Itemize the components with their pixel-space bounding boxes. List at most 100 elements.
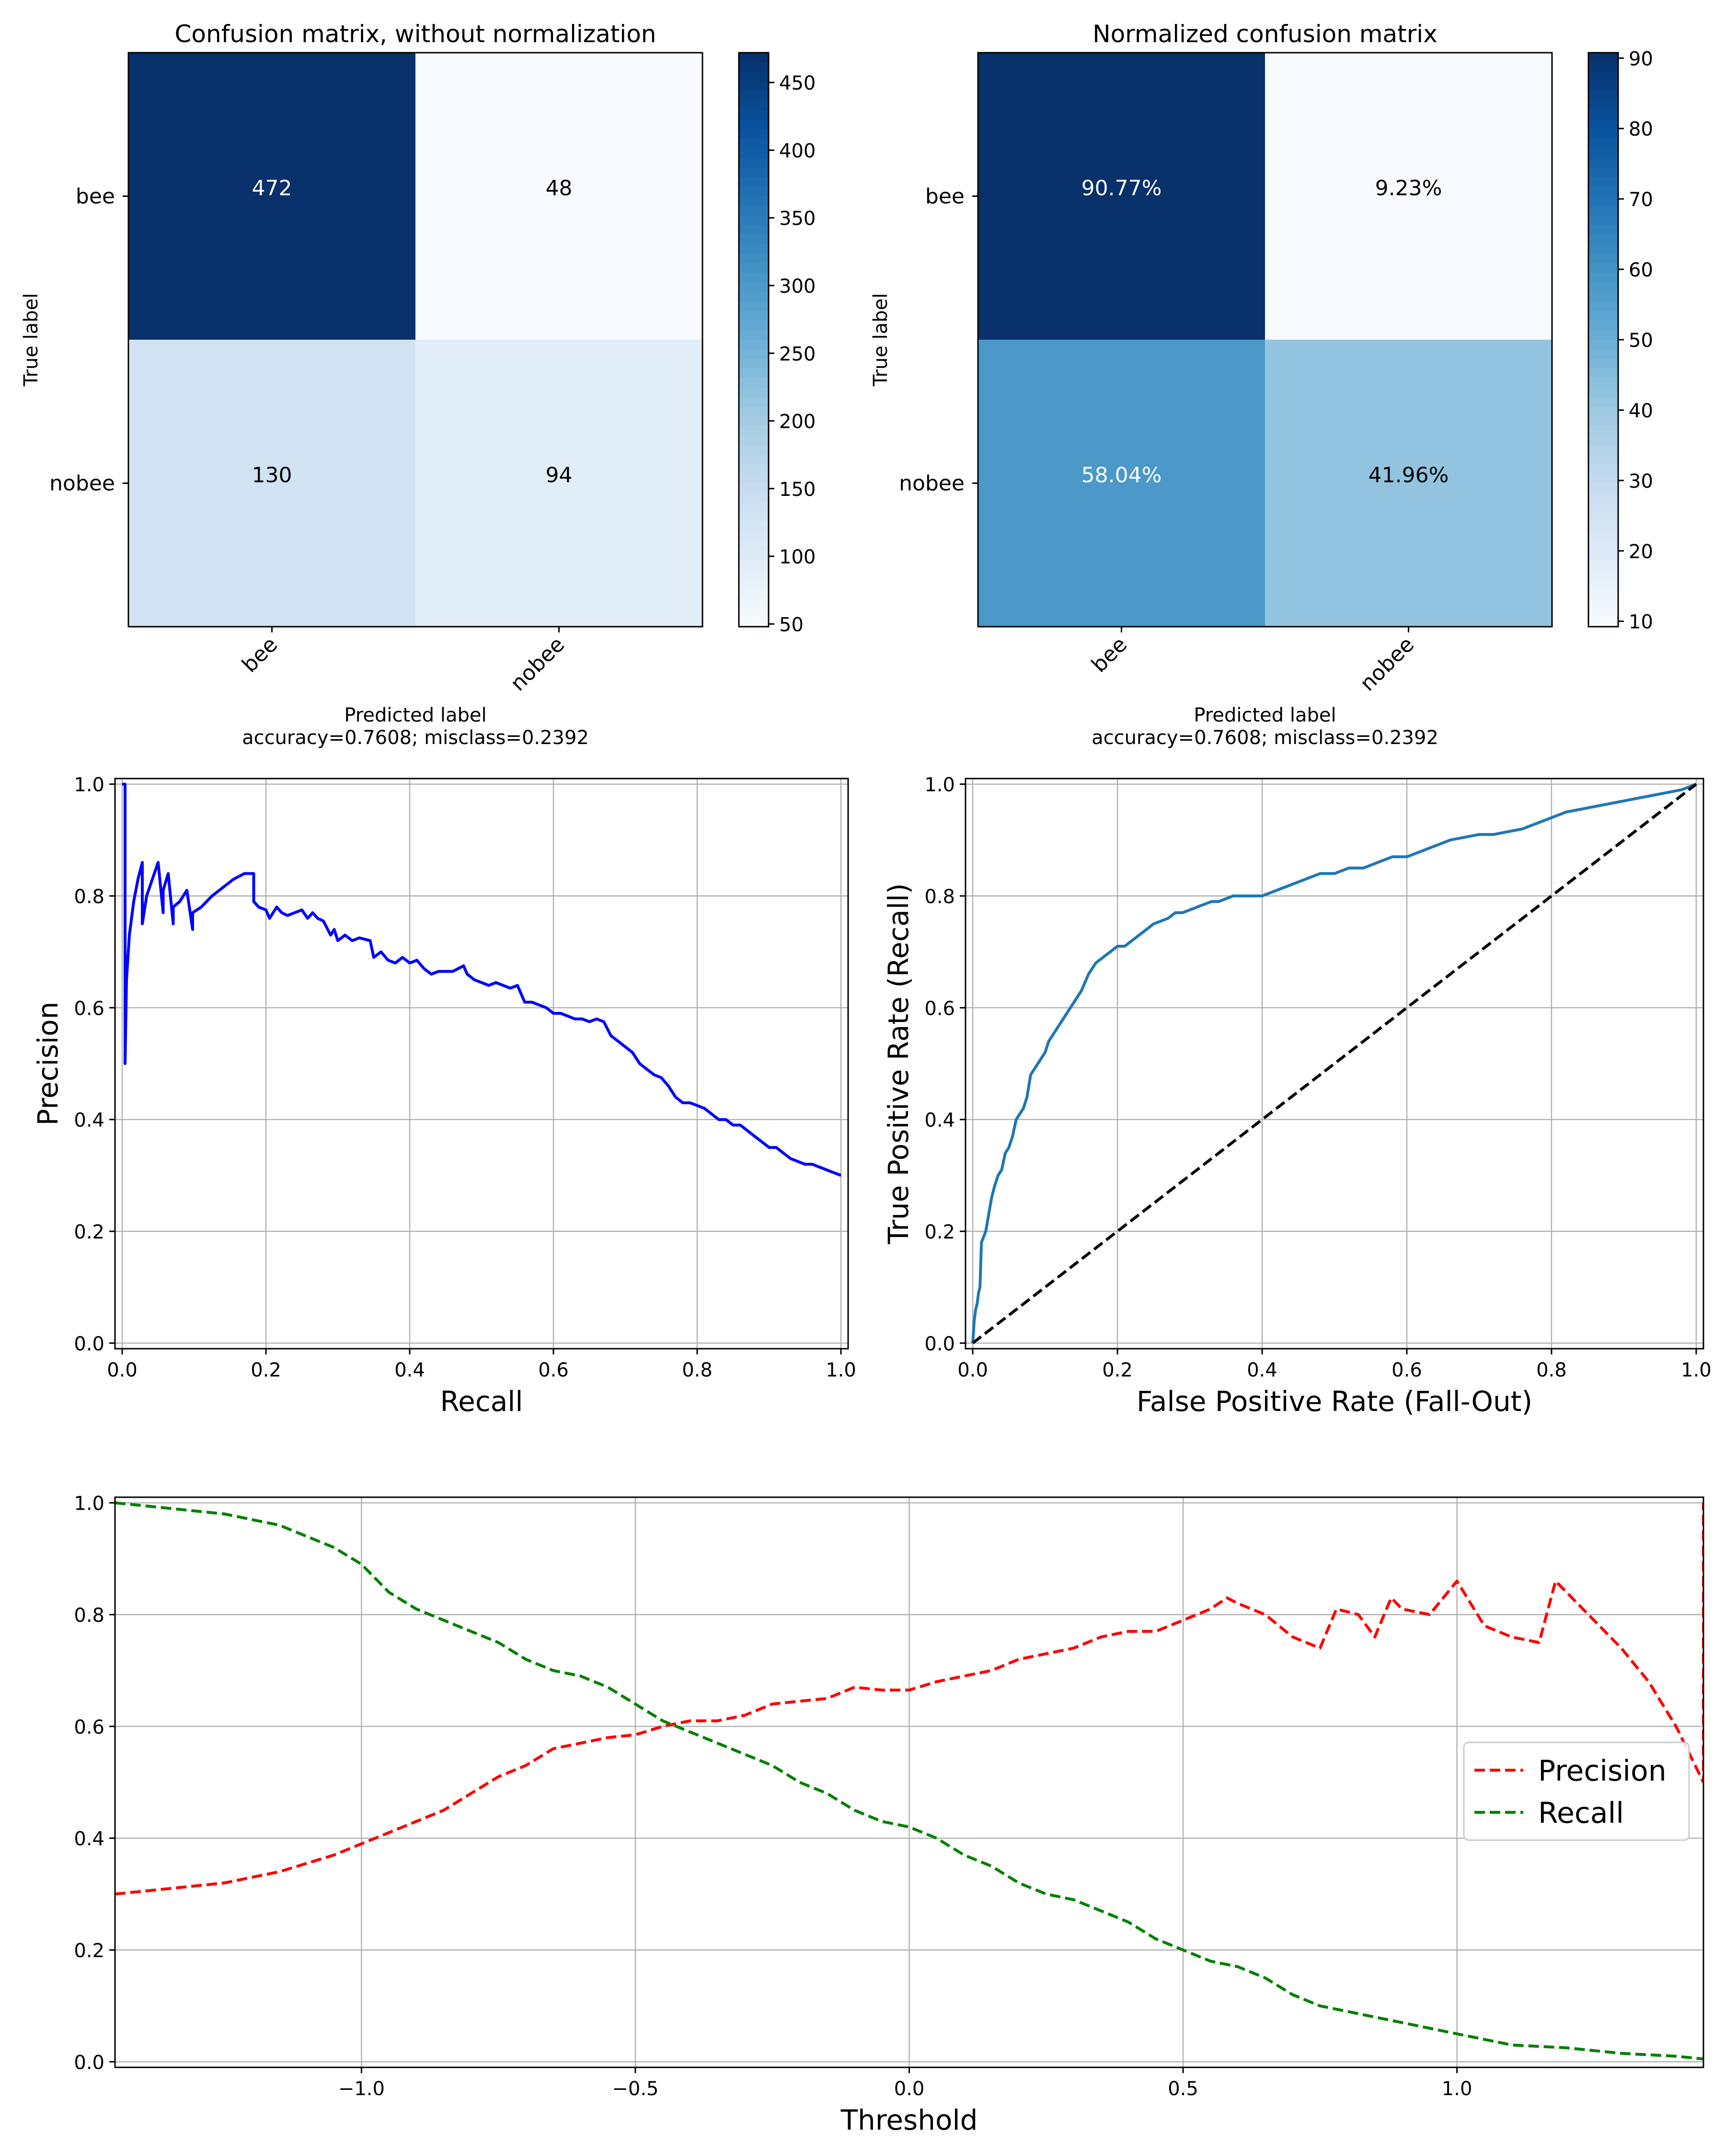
x-tick-label: 0.0 xyxy=(894,2078,925,2100)
colorbar-segment xyxy=(1588,120,1618,130)
colorbar-segment xyxy=(739,349,769,359)
colorbar-segment xyxy=(739,598,769,608)
colorbar-tick-label: 60 xyxy=(1629,259,1653,281)
colorbar-segment xyxy=(739,388,769,398)
matrix-row-label: bee xyxy=(925,184,965,209)
matrix-row-label: nobee xyxy=(49,471,115,496)
matrix-cell-label: 58.04% xyxy=(1081,463,1162,488)
colorbar-segment xyxy=(739,493,769,503)
colorbar-tick-label: 70 xyxy=(1629,189,1653,211)
y-tick-label: 1.0 xyxy=(924,774,955,796)
x-tick-label: 0.4 xyxy=(394,1359,425,1381)
colorbar-tick-label: 20 xyxy=(1629,541,1653,563)
colorbar-segment xyxy=(1588,81,1618,92)
y-tick-label: 0.8 xyxy=(74,886,104,908)
colorbar-tick-label: 200 xyxy=(779,411,816,433)
colorbar-segment xyxy=(1588,550,1618,560)
colorbar-segment xyxy=(1588,234,1618,244)
colorbar-segment xyxy=(1588,263,1618,273)
colorbar-segment xyxy=(739,608,769,618)
series-line-1 xyxy=(973,784,1696,1343)
colorbar-tick-label: 90 xyxy=(1629,48,1653,70)
colorbar-segment xyxy=(739,53,769,63)
plot-3-ylabel: True Positive Rate (Recall) xyxy=(882,883,915,1244)
colorbar-segment xyxy=(1588,569,1618,579)
matrix-cell-label: 94 xyxy=(546,463,573,488)
colorbar-segment xyxy=(1588,455,1618,465)
y-tick-label: 0.0 xyxy=(924,1333,955,1355)
colorbar-segment xyxy=(739,158,769,168)
matrix-cell-label: 472 xyxy=(252,176,292,201)
colorbar-segment xyxy=(1588,139,1618,149)
colorbar-segment xyxy=(1588,378,1618,388)
colorbar-segment xyxy=(739,540,769,550)
colorbar-segment xyxy=(1588,349,1618,359)
plot-3-xlabel: False Positive Rate (Fall-Out) xyxy=(1137,1385,1532,1418)
matrix-row-label: nobee xyxy=(899,471,965,496)
colorbar-segment xyxy=(739,445,769,455)
legend-label-precision: Precision xyxy=(1538,1755,1667,1788)
colorbar-segment xyxy=(739,359,769,369)
x-tick-label: 1.0 xyxy=(1442,2078,1472,2100)
colorbar-segment xyxy=(739,253,769,264)
colorbar-segment xyxy=(1588,253,1618,264)
colorbar-segment xyxy=(1588,110,1618,120)
y-tick-label: 0.2 xyxy=(924,1221,955,1243)
colorbar-segment xyxy=(1588,177,1618,187)
colorbar-segment xyxy=(1588,129,1618,139)
colorbar-segment xyxy=(1588,215,1618,225)
colorbar-segment xyxy=(1588,436,1618,446)
colorbar-segment xyxy=(1588,588,1618,598)
y-tick-label: 0.6 xyxy=(74,998,104,1020)
colorbar-tick-label: 350 xyxy=(779,208,816,230)
colorbar-segment xyxy=(739,215,769,225)
colorbar-segment xyxy=(1588,464,1618,474)
matrix-0-xlabel-2: accuracy=0.7608; misclass=0.2392 xyxy=(242,727,589,749)
colorbar-segment xyxy=(739,177,769,187)
colorbar-tick-label: 40 xyxy=(1629,400,1653,422)
colorbar-segment xyxy=(1588,196,1618,206)
colorbar-segment xyxy=(1588,521,1618,531)
x-tick-label: 0.4 xyxy=(1247,1359,1277,1381)
y-tick-label: 0.8 xyxy=(74,1605,104,1627)
matrix-1-xlabel: Predicted label xyxy=(1194,704,1336,726)
y-tick-label: 0.4 xyxy=(74,1110,104,1132)
colorbar-segment xyxy=(1588,483,1618,493)
matrix-col-label: nobee xyxy=(1355,632,1419,696)
colorbar-segment xyxy=(1588,416,1618,426)
colorbar-segment xyxy=(739,426,769,436)
colorbar-segment xyxy=(739,311,769,321)
colorbar-segment xyxy=(1588,531,1618,541)
colorbar-segment xyxy=(1588,244,1618,254)
colorbar-segment xyxy=(739,168,769,178)
colorbar-segment xyxy=(739,560,769,570)
matrix-row-label: bee xyxy=(76,184,115,209)
colorbar-segment xyxy=(739,81,769,92)
x-tick-label: 0.0 xyxy=(107,1359,138,1381)
colorbar-segment xyxy=(739,521,769,531)
colorbar-segment xyxy=(1588,397,1618,407)
x-tick-label: 1.0 xyxy=(826,1359,856,1381)
colorbar-segment xyxy=(739,407,769,417)
colorbar-segment xyxy=(739,196,769,206)
matrix-cell-label: 90.77% xyxy=(1081,176,1162,201)
colorbar-segment xyxy=(1588,579,1618,589)
axes-frame xyxy=(115,779,848,1349)
colorbar-segment xyxy=(1588,101,1618,111)
x-tick-label: −1.0 xyxy=(338,2078,385,2100)
colorbar-segment xyxy=(739,120,769,130)
matrix-1-ylabel: True label xyxy=(870,293,892,387)
colorbar-segment xyxy=(739,282,769,292)
colorbar-tick-label: 150 xyxy=(779,479,816,501)
colorbar-segment xyxy=(1588,474,1618,484)
plot-2-ylabel: Precision xyxy=(32,1002,64,1126)
matrix-col-label: bee xyxy=(1087,632,1132,677)
colorbar-tick-label: 50 xyxy=(779,614,804,636)
colorbar-segment xyxy=(739,72,769,82)
colorbar-segment xyxy=(739,330,769,340)
colorbar-segment xyxy=(739,62,769,72)
colorbar-segment xyxy=(739,91,769,101)
colorbar-segment xyxy=(739,464,769,474)
matrix-col-label: nobee xyxy=(506,632,569,696)
colorbar-segment xyxy=(739,110,769,120)
